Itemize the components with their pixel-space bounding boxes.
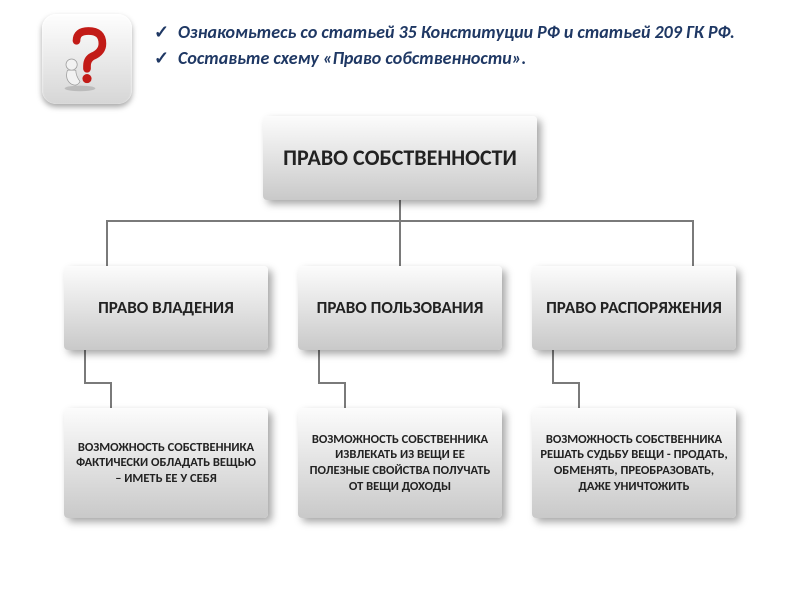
mid-label: ПРАВО ПОЛЬЗОВАНИЯ xyxy=(317,298,484,318)
connector xyxy=(692,220,694,266)
leaf-label: ВОЗМОЖНОСТЬ СОБСТВЕННИКА РЕШАТЬ СУДЬБУ В… xyxy=(540,432,728,495)
connector xyxy=(578,382,580,408)
connector xyxy=(399,220,401,266)
task-bullets: Ознакомьтесь со статьей 35 Конституции Р… xyxy=(154,14,735,73)
leaf-label: ВОЗМОЖНОСТЬ СОБСТВЕННИКА ИЗВЛЕКАТЬ ИЗ ВЕ… xyxy=(306,432,494,495)
mid-node: ПРАВО ПОЛЬЗОВАНИЯ xyxy=(298,266,502,350)
connector xyxy=(318,350,320,384)
connector xyxy=(110,382,112,408)
question-figure-icon xyxy=(42,14,132,104)
root-node: ПРАВО СОБСТВЕННОСТИ xyxy=(263,116,537,200)
leaf-node: ВОЗМОЖНОСТЬ СОБСТВЕННИКА ИЗВЛЕКАТЬ ИЗ ВЕ… xyxy=(298,408,502,518)
connector xyxy=(399,200,401,220)
connector xyxy=(552,382,580,384)
connector xyxy=(318,382,346,384)
leaf-label: ВОЗМОЖНОСТЬ СОБСТВЕННИКА ФАКТИЧЕСКИ ОБЛА… xyxy=(72,440,260,487)
root-label: ПРАВО СОБСТВЕННОСТИ xyxy=(283,145,517,170)
mid-node: ПРАВО ВЛАДЕНИЯ xyxy=(64,266,268,350)
connector xyxy=(84,350,86,384)
bullet-text: Составьте схему «Право собственности». xyxy=(178,47,526,69)
connector xyxy=(552,350,554,384)
mid-node: ПРАВО РАСПОРЯЖЕНИЯ xyxy=(532,266,736,350)
bullet-item: Ознакомьтесь со статьей 35 Конституции Р… xyxy=(154,20,735,44)
leaf-node: ВОЗМОЖНОСТЬ СОБСТВЕННИКА ФАКТИЧЕСКИ ОБЛА… xyxy=(64,408,268,518)
connector xyxy=(344,382,346,408)
bullet-text: Ознакомьтесь со статьей 35 Конституции Р… xyxy=(178,21,735,43)
header: Ознакомьтесь со статьей 35 Конституции Р… xyxy=(0,0,800,104)
bullet-item: Составьте схему «Право собственности». xyxy=(154,46,735,70)
connector xyxy=(84,382,112,384)
mid-label: ПРАВО РАСПОРЯЖЕНИЯ xyxy=(546,298,722,318)
mid-label: ПРАВО ВЛАДЕНИЯ xyxy=(98,298,234,318)
connector xyxy=(106,220,108,266)
org-diagram: ПРАВО СОБСТВЕННОСТИ ПРАВО ВЛАДЕНИЯ ПРАВО… xyxy=(0,108,800,578)
leaf-node: ВОЗМОЖНОСТЬ СОБСТВЕННИКА РЕШАТЬ СУДЬБУ В… xyxy=(532,408,736,518)
